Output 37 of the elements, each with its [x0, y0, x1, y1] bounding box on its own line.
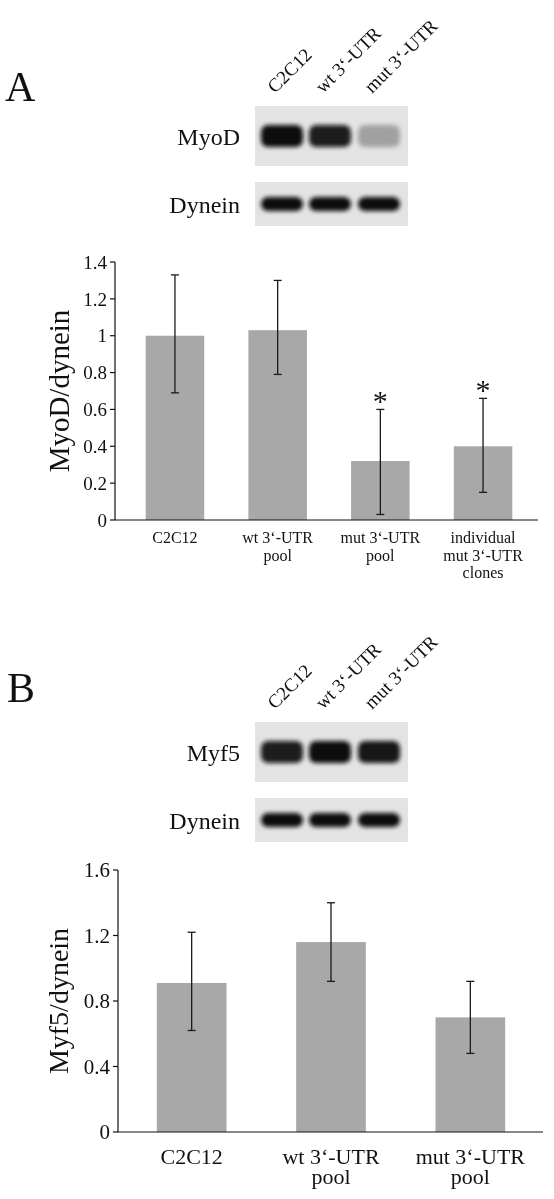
chart-title: A	[5, 64, 36, 110]
y-axis-title: MyoD/dynein	[43, 309, 75, 473]
annotation: *	[372, 384, 388, 418]
annotation: *	[475, 373, 491, 407]
x-tick-label: mut 3‘-UTR pool	[340, 529, 421, 565]
y-tick-label: 0.6	[83, 399, 107, 421]
y-tick-label: 1.4	[83, 251, 108, 273]
y-tick-label: 0	[97, 509, 107, 531]
y-tick-label: 1.2	[83, 923, 110, 948]
x-tick-label: C2C12	[160, 1144, 223, 1169]
y-tick-label: 0.4	[83, 435, 108, 457]
text: Dynein	[169, 192, 240, 218]
x-tick-label: wt 3‘-UTR pool	[242, 529, 314, 565]
text: MyoD	[177, 124, 240, 150]
y-tick-label: 0.2	[83, 472, 107, 494]
y-axis-title: Myf5/dynein	[43, 927, 74, 1075]
y-tick-label: 1	[97, 325, 107, 347]
bar	[435, 1017, 506, 1132]
x-tick-label: mut 3‘-UTR pool	[415, 1144, 526, 1189]
bar	[351, 461, 410, 520]
bar	[156, 982, 227, 1132]
y-tick-label: 1.2	[83, 288, 107, 310]
x-tick-label: C2C12	[152, 529, 198, 546]
y-tick-label: 0.4	[83, 1054, 111, 1079]
y-tick-label: 0.8	[83, 989, 110, 1014]
text: Myf5	[186, 740, 240, 766]
y-tick-label: 0	[99, 1120, 110, 1145]
text: Dynein	[169, 808, 240, 834]
bar	[248, 330, 307, 520]
x-tick-label: wt 3‘-UTR pool	[282, 1144, 380, 1189]
bar	[453, 446, 513, 520]
x-tick-label: individual mut 3‘-UTR clones	[443, 529, 524, 581]
y-tick-label: 1.6	[83, 858, 110, 883]
chart-title: B	[7, 665, 36, 711]
bar	[296, 942, 366, 1132]
y-tick-label: 0.8	[83, 362, 107, 384]
bar	[145, 335, 205, 520]
